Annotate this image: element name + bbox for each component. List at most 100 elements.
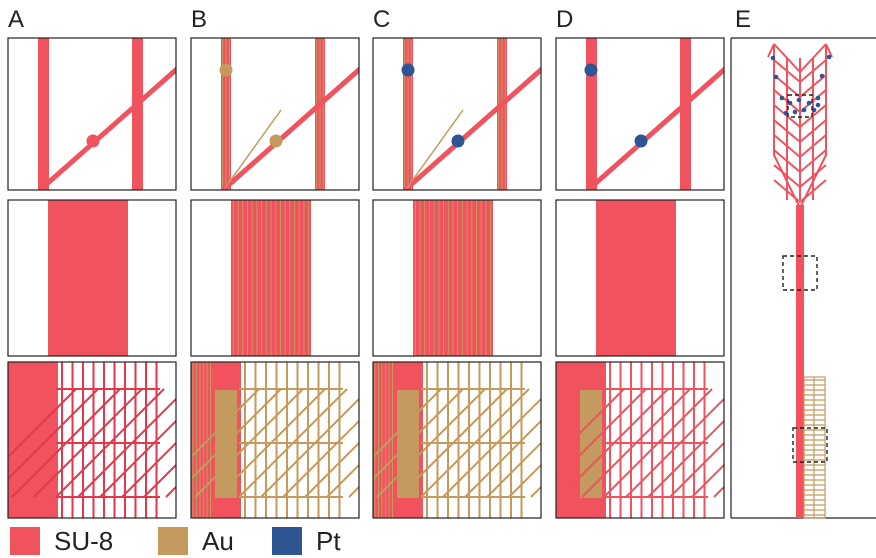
device-stem [796, 205, 804, 518]
panel-a-bottom [8, 362, 176, 518]
su8-vertical-ribbon [680, 38, 691, 190]
panel-d-bottom-frame [555, 361, 725, 519]
panel-c-bottom [373, 362, 541, 518]
su8-diagonal-ribbon [221, 66, 359, 190]
mesh-diagonal [191, 388, 260, 459]
legend-swatch-au [158, 527, 188, 555]
arrowhead-chevron [773, 104, 827, 129]
device-electrode-site [826, 54, 832, 60]
electrode-site [634, 134, 648, 148]
su8-vertical-ribbon [586, 38, 597, 190]
mesh-diagonal [376, 388, 486, 498]
arrowhead-chevron [773, 134, 827, 159]
panel-a-top-frame [7, 37, 177, 191]
mesh-diagonal [442, 397, 541, 498]
electrode-site-upper [401, 63, 415, 77]
device-electrode-site [773, 74, 779, 80]
panel-b-top-frame [190, 37, 360, 191]
panel-d-middle-frame [555, 199, 725, 357]
arrowhead-chevron [773, 59, 827, 84]
arrowhead-tip [767, 43, 775, 58]
electrode-site-upper [219, 63, 233, 77]
panel-a-top [38, 38, 176, 190]
device-electrode-site [811, 107, 817, 113]
panel-d-top-frame [555, 37, 725, 191]
legend-label-su8: SU-8 [54, 526, 114, 556]
zoom-box-stem [782, 255, 818, 291]
mesh-diagonal [143, 463, 176, 498]
su8-ribbon [48, 200, 128, 356]
mesh [556, 362, 724, 518]
panel-b-bottom-frame [190, 361, 360, 519]
panel-d-middle [596, 200, 676, 356]
panel-a-middle [48, 200, 128, 356]
panel-c-middle [413, 200, 493, 356]
electrode-site [451, 134, 465, 148]
legend-label-au: Au [202, 526, 234, 556]
electrode-site [86, 134, 100, 148]
mesh-diagonal [33, 388, 143, 498]
mesh-diagonal [508, 463, 541, 498]
mesh-diagonal [8, 388, 77, 459]
mesh-diagonal [669, 441, 724, 498]
legend-swatch-pt [272, 527, 302, 555]
su8-vertical-ribbon [132, 38, 143, 190]
device-electrode-site [801, 107, 807, 113]
arrowhead-chevron [773, 164, 827, 189]
su8-diagonal-ribbon [38, 66, 176, 190]
panel-label-a: A [8, 6, 25, 33]
panel-label-c: C [373, 6, 391, 33]
mesh-diagonal [398, 388, 508, 498]
mesh-diagonal [581, 388, 691, 498]
panel-d-bottom [556, 362, 724, 518]
panel-c-middle-frame [372, 199, 542, 357]
mesh-diagonal [11, 388, 121, 498]
su8-diagonal-ribbon [403, 66, 541, 190]
su8-ribbon [596, 200, 676, 356]
mesh-diagonal [238, 388, 348, 498]
panel-d-top [584, 38, 724, 190]
zoom-box-electrodes [787, 94, 813, 118]
device-electrode-site [792, 109, 798, 115]
panel-c-top [401, 38, 541, 190]
arrowhead-chevron [773, 74, 827, 99]
panel-c-bottom-frame [372, 361, 542, 519]
mesh-diagonal [486, 441, 541, 498]
arrowhead-chevron [773, 149, 827, 174]
panel-b-middle-frame [190, 199, 360, 357]
mesh-diagonal [373, 388, 464, 481]
zoom-box-connector [792, 427, 828, 463]
mesh-diagonal [647, 419, 724, 498]
mesh-diagonal [464, 419, 541, 498]
panel-label-e: E [735, 6, 752, 33]
mesh-diagonal [603, 388, 713, 498]
mesh-diagonal [8, 388, 99, 481]
mesh-diagonal [625, 397, 724, 498]
mesh-diagonal [304, 441, 359, 498]
panel-label-b: B [191, 6, 208, 33]
mesh-diagonal [99, 419, 176, 498]
device-electrode-site [770, 55, 776, 61]
mesh-diagonal [77, 397, 176, 498]
su8-diagonal-ribbon [586, 66, 724, 190]
mesh-diagonal [282, 419, 359, 498]
electrode-site [269, 134, 283, 148]
mesh-diagonal [556, 388, 625, 459]
device-electrode-site [796, 97, 802, 103]
mesh-diagonal [420, 388, 530, 498]
device-arrowhead-mesh [767, 43, 833, 211]
arrowhead-chevron [773, 119, 827, 144]
arrowhead-outline [773, 44, 827, 211]
panel-b-bottom [191, 362, 359, 518]
mesh-diagonal [194, 388, 304, 498]
arrowhead-tip [825, 43, 833, 58]
panel-label-d: D [556, 6, 574, 33]
mesh-diagonal [216, 388, 326, 498]
su8-vertical-ribbon [38, 38, 49, 190]
arrowhead-chevron [773, 179, 827, 204]
device-electrode-site [815, 102, 821, 108]
device-electrode-site [819, 73, 825, 79]
mesh-diagonal [559, 388, 669, 498]
panel-b-middle [231, 200, 311, 356]
